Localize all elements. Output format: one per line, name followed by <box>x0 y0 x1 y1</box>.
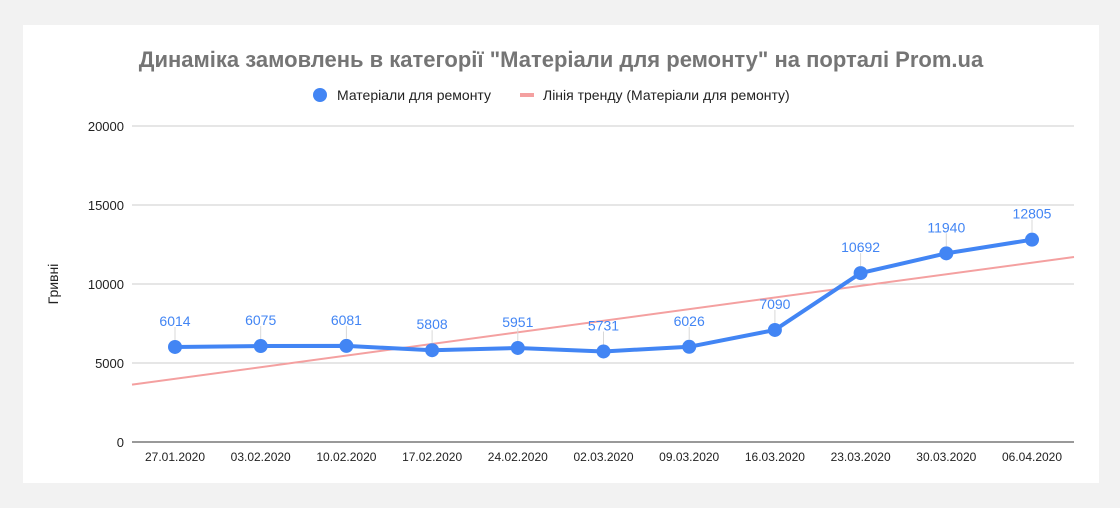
x-tick-label: 23.03.2020 <box>831 450 891 464</box>
trend-line-group <box>131 255 1075 386</box>
data-point[interactable] <box>853 266 868 281</box>
data-point[interactable] <box>682 339 697 354</box>
data-point[interactable] <box>425 343 440 358</box>
x-tick-label: 03.02.2020 <box>231 450 291 464</box>
data-label: 5951 <box>502 314 533 330</box>
data-labels: 6014 6075 6081 5808 5951 5731 6026 7090 10692 119… <box>159 206 1052 345</box>
legend-label-trend: Лінія тренду (Матеріали для ремонту) <box>543 87 790 103</box>
data-point[interactable] <box>596 344 611 359</box>
data-label: 6081 <box>331 312 362 328</box>
y-tick-label: 0 <box>117 435 124 450</box>
data-point[interactable] <box>168 339 182 354</box>
y-tick-label: 15000 <box>88 198 124 213</box>
data-label: 6075 <box>245 312 276 328</box>
legend-label-series: Матеріали для ремонту <box>337 87 491 103</box>
chart-title: Динаміка замовлень в категорії "Матеріал… <box>139 47 984 72</box>
legend-marker-series <box>313 88 327 102</box>
data-point[interactable] <box>339 338 354 353</box>
x-tick-label: 10.02.2020 <box>316 450 376 464</box>
line-chart: Динаміка замовлень в категорії "Матеріал… <box>45 47 1075 464</box>
data-label: 11940 <box>927 219 965 235</box>
x-tick-label: 27.01.2020 <box>145 450 205 464</box>
data-point[interactable] <box>1025 232 1039 247</box>
data-label: 6014 <box>159 313 190 329</box>
chart-card: Динаміка замовлень в категорії "Матеріал… <box>23 25 1099 483</box>
y-axis-label: Гривні <box>45 264 61 305</box>
y-tick-label: 5000 <box>95 356 124 371</box>
legend-marker-trend <box>520 93 534 97</box>
data-point[interactable] <box>939 246 954 261</box>
x-tick-label: 17.02.2020 <box>402 450 462 464</box>
x-tick-label: 16.03.2020 <box>745 450 805 464</box>
y-tick-label: 10000 <box>88 277 124 292</box>
data-point[interactable] <box>510 340 525 355</box>
trend-line <box>131 255 1075 386</box>
series-group <box>168 232 1039 359</box>
data-label: 7090 <box>759 296 790 312</box>
legend: Матеріали для ремонту Лінія тренду (Мате… <box>313 87 790 103</box>
data-label: 10692 <box>841 239 880 255</box>
gridlines <box>132 125 1074 443</box>
data-label: 5808 <box>417 316 448 332</box>
x-tick-label: 30.03.2020 <box>916 450 976 464</box>
y-axis-ticks: 0 5000 10000 15000 20000 <box>88 119 124 450</box>
x-axis-ticks: 27.01.2020 03.02.2020 10.02.2020 17.02.2020… <box>145 450 1062 464</box>
data-point[interactable] <box>767 322 782 337</box>
data-label: 5731 <box>588 317 619 333</box>
data-label: 6026 <box>674 313 705 329</box>
x-tick-label: 02.03.2020 <box>573 450 633 464</box>
x-tick-label: 09.03.2020 <box>659 450 719 464</box>
x-tick-label: 06.04.2020 <box>1002 450 1062 464</box>
data-point[interactable] <box>253 339 268 354</box>
x-tick-label: 24.02.2020 <box>488 450 548 464</box>
data-label: 12805 <box>1013 206 1052 222</box>
y-tick-label: 20000 <box>88 119 124 134</box>
